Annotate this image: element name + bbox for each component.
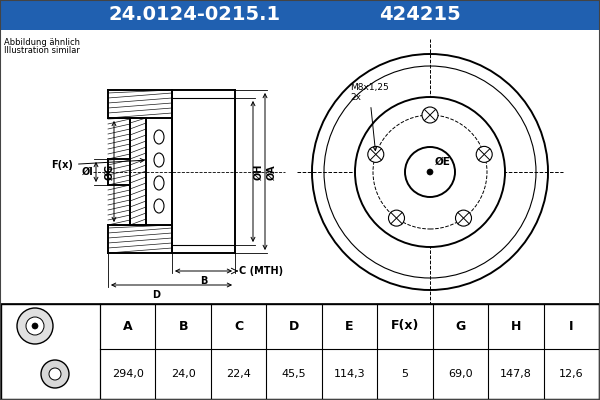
Circle shape [388,210,404,226]
Text: 424215: 424215 [379,6,461,24]
Text: B: B [178,320,188,332]
Circle shape [368,146,384,162]
Text: 294,0: 294,0 [112,369,143,379]
Text: G: G [455,320,466,332]
Text: ØG: ØG [105,164,115,180]
Text: 24.0124-0215.1: 24.0124-0215.1 [109,6,281,24]
Text: ØH: ØH [254,164,264,180]
Circle shape [427,169,433,175]
Circle shape [17,308,53,344]
Text: B: B [200,276,207,286]
Text: 69,0: 69,0 [448,369,473,379]
Ellipse shape [154,130,164,144]
Circle shape [355,97,505,247]
Text: F(x): F(x) [391,320,419,332]
Circle shape [49,368,61,380]
Circle shape [324,66,536,278]
Circle shape [312,54,548,290]
Text: M8x1,25
2x: M8x1,25 2x [350,83,389,150]
Text: 22,4: 22,4 [226,369,251,379]
FancyBboxPatch shape [0,30,600,305]
Text: A: A [123,320,133,332]
Circle shape [41,360,69,388]
Ellipse shape [154,199,164,213]
Ellipse shape [154,153,164,167]
Circle shape [405,147,455,197]
Text: C (MTH): C (MTH) [239,266,283,276]
FancyBboxPatch shape [1,304,599,399]
Text: 5: 5 [401,369,409,379]
Circle shape [455,210,472,226]
FancyBboxPatch shape [146,118,172,225]
Text: Abbildung ähnlich: Abbildung ähnlich [4,38,80,47]
Text: 147,8: 147,8 [500,369,532,379]
Circle shape [26,317,44,335]
Text: ØI: ØI [82,167,94,177]
Circle shape [32,323,38,329]
Text: 12,6: 12,6 [559,369,584,379]
FancyBboxPatch shape [0,0,600,30]
Text: ØE: ØE [435,157,451,167]
Text: F(x): F(x) [51,158,144,170]
Text: Illustration similar: Illustration similar [4,46,80,55]
Text: D: D [152,290,161,300]
Text: I: I [569,320,574,332]
Text: E: E [345,320,354,332]
Circle shape [422,107,438,123]
Text: C: C [234,320,243,332]
Text: ØA: ØA [267,164,277,180]
Ellipse shape [154,176,164,190]
Text: 24,0: 24,0 [171,369,196,379]
Text: H: H [511,320,521,332]
Circle shape [476,146,492,162]
Text: D: D [289,320,299,332]
Text: 114,3: 114,3 [334,369,365,379]
Text: 45,5: 45,5 [282,369,307,379]
